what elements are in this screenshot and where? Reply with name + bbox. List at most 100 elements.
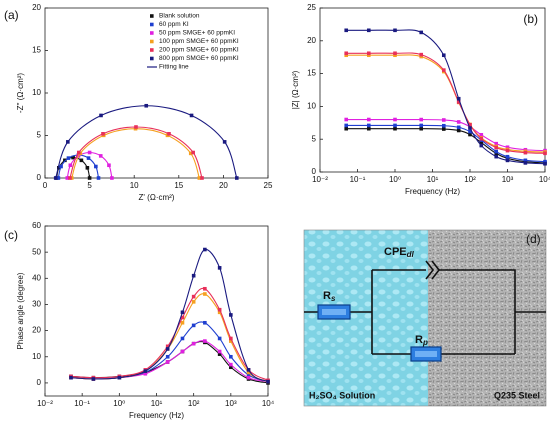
data-point <box>393 53 397 58</box>
data-point <box>344 123 349 128</box>
data-point <box>441 123 446 128</box>
data-point <box>197 176 202 180</box>
data-point <box>191 341 196 346</box>
data-point <box>366 51 371 56</box>
y-tick-label: 15 <box>32 46 41 55</box>
data-point <box>419 123 424 128</box>
data-point <box>344 126 349 131</box>
x-tick-label: 10 <box>130 181 139 190</box>
y-tick-label: 10 <box>32 88 41 97</box>
cpe-sub: dl <box>407 250 415 259</box>
legend-marker <box>150 56 154 61</box>
panel-label: (d) <box>526 232 541 246</box>
data-point <box>66 140 70 144</box>
data-point <box>523 158 528 163</box>
x-tick-label: 10² <box>188 399 200 408</box>
data-point <box>144 103 149 108</box>
x-tick-label: 10³ <box>502 175 514 184</box>
x-tick-label: 15 <box>174 181 183 190</box>
data-point <box>96 176 101 180</box>
data-point <box>107 163 111 168</box>
data-point <box>65 176 70 180</box>
x-tick-label: 10⁴ <box>262 399 275 408</box>
fit-line <box>346 118 546 152</box>
fit-line <box>346 124 546 163</box>
data-point <box>344 51 349 56</box>
data-point <box>203 286 207 291</box>
data-point <box>479 133 484 137</box>
data-point <box>229 313 233 317</box>
rs-label: Rs <box>323 290 336 303</box>
electrode-label: Q235 Steel <box>494 390 540 400</box>
data-point <box>543 159 547 164</box>
data-point <box>167 132 171 136</box>
x-tick-label: 10⁰ <box>389 175 401 184</box>
data-point <box>66 156 71 160</box>
data-point <box>229 354 233 359</box>
resistor-rp-shine <box>415 351 437 357</box>
data-point <box>344 53 349 58</box>
data-point <box>234 176 239 180</box>
data-point <box>419 52 424 57</box>
diagram-frame <box>303 229 547 407</box>
data-point <box>68 176 72 180</box>
data-point <box>441 53 446 58</box>
x-tick-label: 10⁻² <box>312 175 328 184</box>
data-point <box>53 176 58 180</box>
data-point <box>266 379 270 384</box>
data-point <box>523 161 528 165</box>
data-point <box>494 145 499 150</box>
y-tick-label: 0 <box>312 167 317 176</box>
data-point <box>366 28 371 33</box>
data-point <box>456 125 461 130</box>
data-point <box>393 117 397 122</box>
x-tick-label: 0 <box>43 181 48 190</box>
legend-label: 60 ppm KI <box>159 21 189 28</box>
x-tick-label: 5 <box>87 181 92 190</box>
fit-line <box>346 128 546 164</box>
y-tick-label: 25 <box>307 3 316 12</box>
y-tick-label: 50 <box>32 247 41 256</box>
data-point <box>69 375 73 380</box>
data-point <box>99 113 103 118</box>
legend-label: 50 ppm SMGE+ 60 ppmKI <box>159 30 235 37</box>
cpe-label: CPEdl <box>384 246 415 259</box>
data-point <box>101 132 105 136</box>
data-point <box>71 155 75 160</box>
data-point <box>366 117 371 122</box>
x-tick-label: 10³ <box>225 399 237 408</box>
data-point <box>479 143 484 148</box>
data-point <box>203 339 207 343</box>
data-point <box>217 310 222 315</box>
data-point <box>419 30 424 35</box>
data-point <box>393 28 397 33</box>
data-point <box>229 336 233 341</box>
data-point <box>165 354 170 359</box>
x-tick-label: 25 <box>264 181 273 190</box>
data-point <box>419 54 424 59</box>
data-point <box>419 117 424 122</box>
y-tick-label: 5 <box>312 134 317 143</box>
data-point <box>393 123 397 128</box>
data-point <box>393 51 397 56</box>
data-point <box>494 141 499 146</box>
data-point <box>246 370 251 375</box>
wires <box>304 269 546 355</box>
data-point <box>180 315 185 320</box>
data-point <box>543 151 547 156</box>
data-point <box>246 373 251 377</box>
rp-label: Rp <box>415 334 428 347</box>
legend-marker <box>150 31 154 35</box>
data-point <box>468 129 472 134</box>
rp-text: R <box>415 334 423 346</box>
data-point <box>441 127 446 131</box>
y-tick-label: 20 <box>32 3 41 12</box>
rs-sub: s <box>331 294 336 303</box>
data-point <box>479 140 484 145</box>
data-point <box>191 273 196 278</box>
y-tick-label: 20 <box>307 36 316 45</box>
legend-label: 800 ppm SMGE+ 60 ppmKI <box>159 55 239 62</box>
data-point <box>246 375 251 380</box>
y-tick-label: 15 <box>307 69 316 78</box>
